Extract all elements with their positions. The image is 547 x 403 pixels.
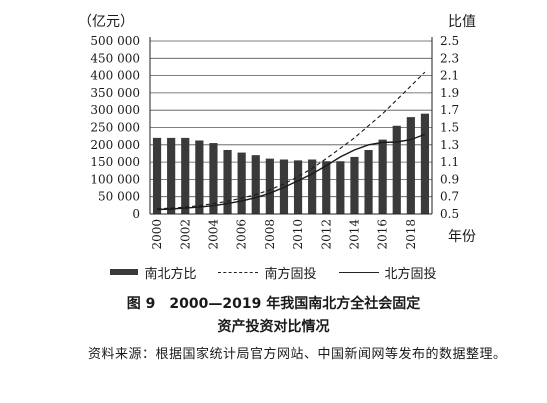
- bar-2017: [392, 125, 401, 214]
- source-note: 资料来源：根据国家统计局官方网站、中国新闻网等发布的数据整理。: [88, 347, 507, 362]
- legend-solid-swatch: [338, 271, 379, 273]
- bar-2006: [237, 152, 246, 214]
- bar-2003: [195, 140, 204, 214]
- bar-2008: [265, 158, 274, 214]
- y-right-tick-label: 1.7: [440, 103, 459, 117]
- bar-2002: [181, 137, 190, 214]
- tick-labels: 0 0.5 50 000 0.7 100 000 0.9 150 000 1.1 200 000…: [90, 34, 459, 250]
- y-left-tick-label: 150 000: [90, 155, 140, 169]
- legend-item-ratio: 南北方比: [110, 263, 196, 282]
- y-right-tick-label: 1.1: [440, 155, 459, 169]
- y-right-tick-label: 0.5: [440, 207, 459, 221]
- y-left-tick-label: 100 000: [90, 172, 140, 186]
- figure-caption-line1: 图 9 2000—2019 年我国南北方全社会固定: [126, 296, 421, 312]
- x-tick-label: 2000: [150, 219, 164, 250]
- y-left-tick-label: 250 000: [90, 121, 140, 135]
- y-axis-left-label: （亿元）: [78, 14, 134, 30]
- y-left-tick-label: 350 000: [90, 86, 140, 100]
- chart: 0 0.5 50 000 0.7 100 000 0.9 150 000 1.1 200 000…: [78, 14, 476, 250]
- y-left-tick-label: 300 000: [90, 103, 140, 117]
- y-left-tick-label: 500 000: [90, 34, 140, 48]
- bar-2004: [209, 143, 218, 214]
- legend-label-ratio: 南北方比: [144, 266, 197, 282]
- x-tick-label: 2008: [263, 219, 277, 250]
- y-right-tick-label: 2.1: [440, 69, 459, 83]
- grid-lines: [150, 40, 432, 198]
- bar-2019: [420, 113, 430, 214]
- x-tick-label: 2016: [376, 219, 390, 250]
- bar-2005: [223, 149, 232, 214]
- legend-label-north: 北方固投: [384, 266, 437, 282]
- legend-label-south: 南方固投: [264, 266, 317, 282]
- legend-item-north: 北方固投: [338, 263, 437, 282]
- y-axis-right-label: 比值: [448, 14, 476, 30]
- x-tick-label: 2004: [206, 219, 220, 250]
- bar-2001: [167, 137, 176, 214]
- x-tick-label: 2018: [404, 219, 418, 250]
- y-right-tick-label: 1.3: [440, 138, 459, 152]
- bar-2018: [406, 117, 415, 214]
- bar-2016: [378, 139, 387, 214]
- bar-series: [152, 113, 430, 214]
- x-tick-label: 2014: [347, 219, 361, 250]
- legend: 南北方比 南方固投 北方固投: [0, 261, 547, 283]
- line-north: [157, 133, 426, 211]
- x-tick-label: 2002: [178, 219, 192, 250]
- y-right-tick-label: 2.3: [440, 51, 459, 65]
- bar-2014: [350, 156, 359, 214]
- y-left-tick-label: 0: [132, 207, 140, 221]
- axes: [149, 37, 433, 215]
- y-right-tick-label: 0.9: [440, 172, 459, 186]
- x-tick-label: 2010: [291, 219, 305, 250]
- legend-item-south: 南方固投: [218, 263, 317, 282]
- y-left-tick-label: 200 000: [90, 138, 140, 152]
- x-axis-label: 年份: [448, 229, 476, 245]
- x-tick-label: 2012: [319, 219, 333, 250]
- bar-2011: [308, 159, 317, 214]
- line-south: [157, 71, 426, 210]
- legend-dashed-swatch: [218, 271, 259, 273]
- y-left-tick-label: 450 000: [90, 51, 140, 65]
- bar-2007: [251, 155, 260, 214]
- y-left-tick-label: 400 000: [90, 69, 140, 83]
- figure-caption-line2: 资产投资对比情况: [217, 319, 330, 335]
- line-series: [157, 71, 426, 211]
- y-right-tick-label: 2.5: [440, 34, 459, 48]
- bar-2012: [322, 161, 331, 214]
- bar-2013: [336, 161, 345, 214]
- bar-2015: [364, 149, 373, 214]
- x-tick-label: 2006: [235, 219, 249, 250]
- bar-2000: [152, 137, 162, 214]
- y-right-tick-label: 1.5: [440, 121, 459, 135]
- y-right-tick-label: 0.7: [440, 190, 459, 204]
- y-left-tick-label: 50 000: [98, 190, 140, 204]
- bar-2010: [293, 160, 303, 214]
- legend-bar-swatch: [110, 269, 139, 275]
- y-right-tick-label: 1.9: [440, 86, 459, 100]
